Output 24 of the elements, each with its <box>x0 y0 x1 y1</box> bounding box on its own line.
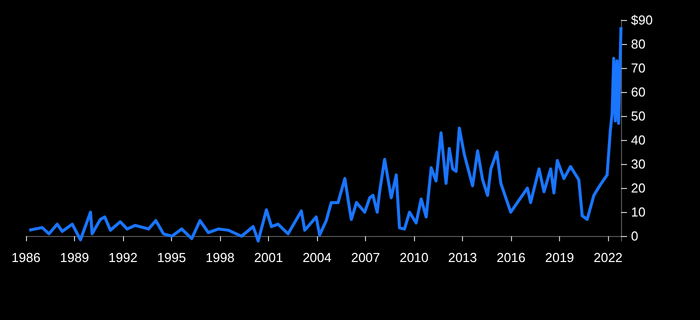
y-tick-label: 0 <box>631 228 638 244</box>
x-tick-label: 2016 <box>496 250 526 265</box>
y-tick-label: 60 <box>631 84 646 100</box>
x-tick-label: 1992 <box>108 250 138 265</box>
x-tick-label: 2022 <box>594 250 623 265</box>
x-tick-label: 2007 <box>351 250 380 265</box>
y-tick-label: 20 <box>631 180 646 196</box>
x-tick-label: 2010 <box>400 250 429 265</box>
y-tick-label: $90 <box>631 12 653 28</box>
line-series <box>28 26 622 242</box>
x-tick-label: 1998 <box>206 250 234 265</box>
y-tick-label: 40 <box>631 132 646 148</box>
y-tick-label: 10 <box>631 204 646 220</box>
y-tick-label: 70 <box>631 60 646 76</box>
x-tick-label: 2019 <box>545 250 574 265</box>
x-tick-label: 1986 <box>12 250 40 265</box>
y-tick-label: 50 <box>631 108 646 124</box>
y-tick-label: 30 <box>631 156 646 172</box>
x-tick-label: 2001 <box>254 250 283 265</box>
x-tick-label: 1995 <box>157 250 186 265</box>
y-tick-label: 80 <box>631 36 646 52</box>
x-tick-label: 2004 <box>302 250 332 265</box>
x-tick-label: 2013 <box>448 250 478 265</box>
x-tick-label: 1989 <box>60 250 89 265</box>
